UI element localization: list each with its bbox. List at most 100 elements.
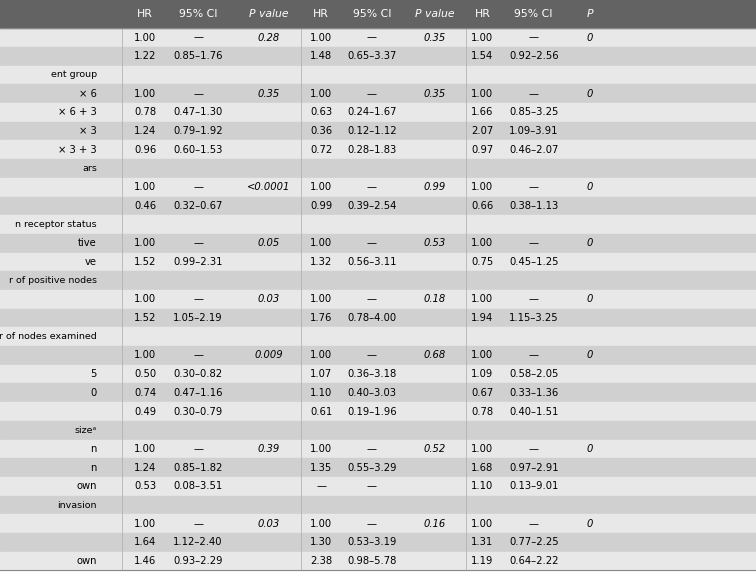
Text: 0.65–3.37: 0.65–3.37 <box>347 51 397 61</box>
Text: 1.00: 1.00 <box>134 350 156 360</box>
Text: 1.05–2.19: 1.05–2.19 <box>173 313 223 323</box>
Text: invasion: invasion <box>57 500 97 510</box>
Text: 0.47–1.16: 0.47–1.16 <box>173 388 223 398</box>
Text: 1.94: 1.94 <box>471 313 494 323</box>
Text: 1.00: 1.00 <box>471 89 494 99</box>
Bar <box>0 196 756 215</box>
Text: —: — <box>193 444 203 454</box>
Text: 0.56–3.11: 0.56–3.11 <box>347 257 397 267</box>
Text: 2.07: 2.07 <box>471 126 494 136</box>
Text: 1.19: 1.19 <box>471 556 494 566</box>
Text: 0.85–1.82: 0.85–1.82 <box>173 463 223 473</box>
Text: —: — <box>193 89 203 99</box>
Text: 0.39–2.54: 0.39–2.54 <box>347 201 397 211</box>
Text: —: — <box>528 182 539 192</box>
Text: 0.05: 0.05 <box>257 238 280 248</box>
Text: 0.38–1.13: 0.38–1.13 <box>509 201 559 211</box>
Text: 1.07: 1.07 <box>310 369 333 379</box>
Text: —: — <box>528 238 539 248</box>
Text: 0.28–1.83: 0.28–1.83 <box>347 145 397 155</box>
Text: 0.60–1.53: 0.60–1.53 <box>173 145 223 155</box>
Text: × 6: × 6 <box>79 89 97 99</box>
Bar <box>0 84 756 103</box>
Text: 0.24–1.67: 0.24–1.67 <box>347 108 397 118</box>
Text: 1.35: 1.35 <box>310 463 333 473</box>
Bar <box>0 440 756 458</box>
Text: —: — <box>367 238 377 248</box>
Text: —: — <box>193 32 203 42</box>
Text: 1.64: 1.64 <box>134 537 156 547</box>
Text: 0.28: 0.28 <box>257 32 280 42</box>
Text: sizeᵃ: sizeᵃ <box>75 426 97 435</box>
Text: 1.00: 1.00 <box>134 295 156 305</box>
Bar <box>0 0 756 28</box>
Text: r of nodes examined: r of nodes examined <box>0 332 97 341</box>
Text: own: own <box>76 556 97 566</box>
Bar <box>0 290 756 309</box>
Text: 1.12–2.40: 1.12–2.40 <box>173 537 223 547</box>
Bar <box>0 253 756 271</box>
Text: 0.53: 0.53 <box>134 482 156 492</box>
Text: HR: HR <box>138 9 153 19</box>
Text: 0.93–2.29: 0.93–2.29 <box>173 556 223 566</box>
Text: 1.09: 1.09 <box>471 369 494 379</box>
Bar <box>0 533 756 552</box>
Bar <box>0 328 756 346</box>
Text: 0.13–9.01: 0.13–9.01 <box>509 482 559 492</box>
Text: HR: HR <box>314 9 329 19</box>
Text: n receptor status: n receptor status <box>15 220 97 229</box>
Text: 0.35: 0.35 <box>423 89 446 99</box>
Text: 1.46: 1.46 <box>134 556 156 566</box>
Text: —: — <box>193 295 203 305</box>
Text: 1.00: 1.00 <box>310 350 333 360</box>
Text: 0.75: 0.75 <box>471 257 494 267</box>
Text: 0: 0 <box>587 444 593 454</box>
Text: 0.45–1.25: 0.45–1.25 <box>509 257 559 267</box>
Text: 0.78: 0.78 <box>471 406 494 416</box>
Text: 1.24: 1.24 <box>134 126 156 136</box>
Text: 95% CI: 95% CI <box>515 9 553 19</box>
Bar <box>0 178 756 196</box>
Text: P: P <box>587 9 593 19</box>
Text: —: — <box>193 519 203 529</box>
Text: —: — <box>367 89 377 99</box>
Text: 0.79–1.92: 0.79–1.92 <box>173 126 223 136</box>
Bar <box>0 458 756 477</box>
Text: P value: P value <box>415 9 454 19</box>
Text: 0.74: 0.74 <box>134 388 156 398</box>
Text: 95% CI: 95% CI <box>353 9 391 19</box>
Bar <box>0 28 756 47</box>
Text: 0.85–1.76: 0.85–1.76 <box>173 51 223 61</box>
Bar <box>0 514 756 533</box>
Text: 1.00: 1.00 <box>134 519 156 529</box>
Bar <box>0 215 756 234</box>
Bar <box>0 103 756 122</box>
Text: 0.19–1.96: 0.19–1.96 <box>347 406 397 416</box>
Text: 0.67: 0.67 <box>471 388 494 398</box>
Text: 0.68: 0.68 <box>423 350 446 360</box>
Text: 1.00: 1.00 <box>134 444 156 454</box>
Text: × 3 + 3: × 3 + 3 <box>58 145 97 155</box>
Text: 1.00: 1.00 <box>134 32 156 42</box>
Text: 0.53: 0.53 <box>423 238 446 248</box>
Text: 1.10: 1.10 <box>471 482 494 492</box>
Text: 0.50: 0.50 <box>134 369 156 379</box>
Text: 0.03: 0.03 <box>257 519 280 529</box>
Text: 0.53–3.19: 0.53–3.19 <box>347 537 397 547</box>
Text: 1.00: 1.00 <box>310 89 333 99</box>
Bar <box>0 477 756 496</box>
Text: 0.85–3.25: 0.85–3.25 <box>509 108 559 118</box>
Text: 95% CI: 95% CI <box>179 9 217 19</box>
Text: 1.00: 1.00 <box>310 519 333 529</box>
Text: 0.97–2.91: 0.97–2.91 <box>509 463 559 473</box>
Text: 0.30–0.79: 0.30–0.79 <box>173 406 223 416</box>
Text: 1.76: 1.76 <box>310 313 333 323</box>
Text: 0: 0 <box>587 350 593 360</box>
Text: 0.16: 0.16 <box>423 519 446 529</box>
Text: 5: 5 <box>91 369 97 379</box>
Text: × 6 + 3: × 6 + 3 <box>58 108 97 118</box>
Text: 1.24: 1.24 <box>134 463 156 473</box>
Bar <box>0 309 756 328</box>
Text: 1.54: 1.54 <box>471 51 494 61</box>
Text: 0.72: 0.72 <box>310 145 333 155</box>
